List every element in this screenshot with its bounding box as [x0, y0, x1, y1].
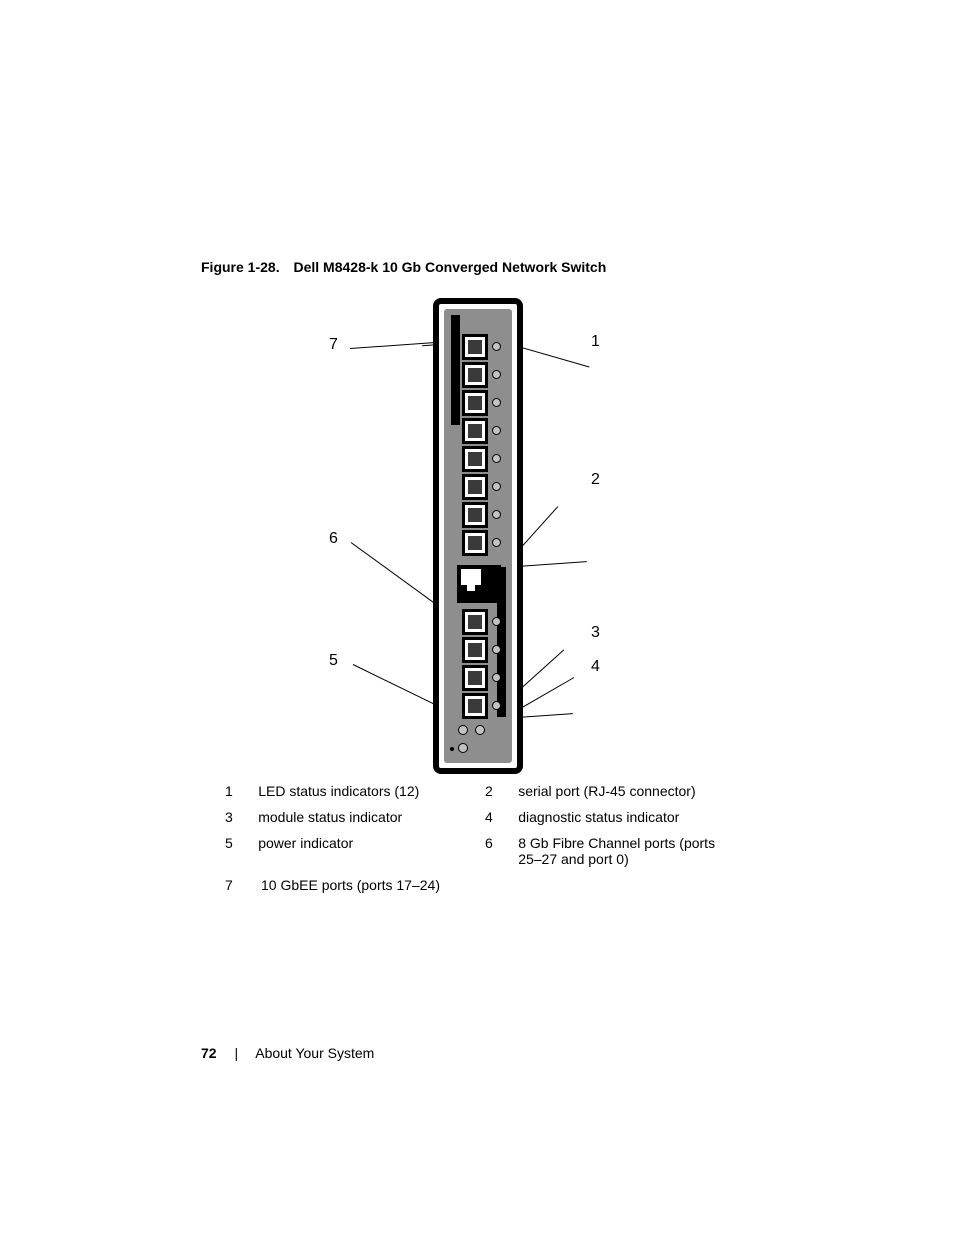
callout-6: 6	[329, 530, 338, 548]
module-status-led-icon	[475, 725, 485, 735]
port-icon	[462, 334, 488, 360]
release-lever-icon	[497, 567, 506, 717]
led-icon	[492, 645, 501, 654]
callout-1: 1	[591, 333, 600, 351]
legend-row: 5 power indicator 6 8 Gb Fibre Channel p…	[225, 835, 745, 867]
page: Figure 1-28. Dell M8428-k 10 Gb Converge…	[0, 0, 954, 1235]
led-icon	[492, 454, 501, 463]
port-icon	[462, 609, 488, 635]
legend-text: power indicator	[258, 835, 485, 867]
legend-text: LED status indicators (12)	[258, 783, 485, 799]
port-icon	[462, 693, 488, 719]
page-footer: 72 | About Your System	[201, 1045, 374, 1061]
legend-num: 7	[225, 877, 261, 893]
legend-text: 8 Gb Fibre Channel ports (ports 25–27 an…	[518, 835, 745, 867]
legend-num: 6	[485, 835, 518, 867]
callout-3: 3	[591, 624, 600, 642]
port-icon	[462, 474, 488, 500]
legend-num: 5	[225, 835, 258, 867]
legend-row: 1 LED status indicators (12) 2 serial po…	[225, 783, 745, 799]
callout-7: 7	[329, 336, 338, 354]
legend-table: 1 LED status indicators (12) 2 serial po…	[225, 783, 745, 903]
figure-number: Figure 1-28.	[201, 259, 280, 275]
figure-title: Dell M8428-k 10 Gb Converged Network Swi…	[293, 259, 606, 275]
port-icon	[462, 418, 488, 444]
legend-row: 7 10 GbEE ports (ports 17–24)	[225, 877, 745, 893]
page-number: 72	[201, 1045, 217, 1061]
legend-num: 2	[485, 783, 518, 799]
port-icon	[462, 390, 488, 416]
port-icon	[462, 362, 488, 388]
port-icon	[462, 530, 488, 556]
module-body	[444, 309, 512, 763]
diagnostic-led-icon	[458, 743, 468, 753]
led-icon	[492, 701, 501, 710]
section-title: About Your System	[255, 1045, 374, 1061]
led-icon	[492, 510, 501, 519]
legend-text: diagnostic status indicator	[518, 809, 745, 825]
figure-caption: Figure 1-28. Dell M8428-k 10 Gb Converge…	[201, 259, 606, 275]
legend-text: module status indicator	[258, 809, 485, 825]
callout-5: 5	[329, 652, 338, 670]
led-icon	[492, 426, 501, 435]
switch-diagram: 7 1 2 6 5 3 4	[201, 298, 721, 768]
footer-separator: |	[234, 1045, 238, 1061]
leader-line	[351, 542, 435, 603]
port-icon	[462, 637, 488, 663]
status-led-row	[458, 722, 502, 734]
legend-num: 1	[225, 783, 258, 799]
callout-4: 4	[591, 658, 600, 676]
led-icon	[492, 398, 501, 407]
legend-text: serial port (RJ-45 connector)	[518, 783, 745, 799]
led-icon	[492, 370, 501, 379]
port-icon	[462, 446, 488, 472]
led-icon	[492, 482, 501, 491]
screw-icon	[450, 747, 454, 751]
led-icon	[492, 538, 501, 547]
port-icon	[462, 665, 488, 691]
legend-row: 3 module status indicator 4 diagnostic s…	[225, 809, 745, 825]
led-icon	[492, 617, 501, 626]
power-led-icon	[458, 725, 468, 735]
callout-2: 2	[591, 471, 600, 489]
led-icon	[492, 673, 501, 682]
legend-text: 10 GbEE ports (ports 17–24)	[261, 877, 506, 893]
switch-module	[433, 298, 523, 774]
port-icon	[462, 502, 488, 528]
legend-num: 3	[225, 809, 258, 825]
rj45-jack-icon	[461, 569, 481, 585]
legend-num: 4	[485, 809, 518, 825]
serial-port-icon	[457, 565, 501, 603]
led-icon	[492, 342, 501, 351]
brand-bar	[451, 315, 460, 425]
